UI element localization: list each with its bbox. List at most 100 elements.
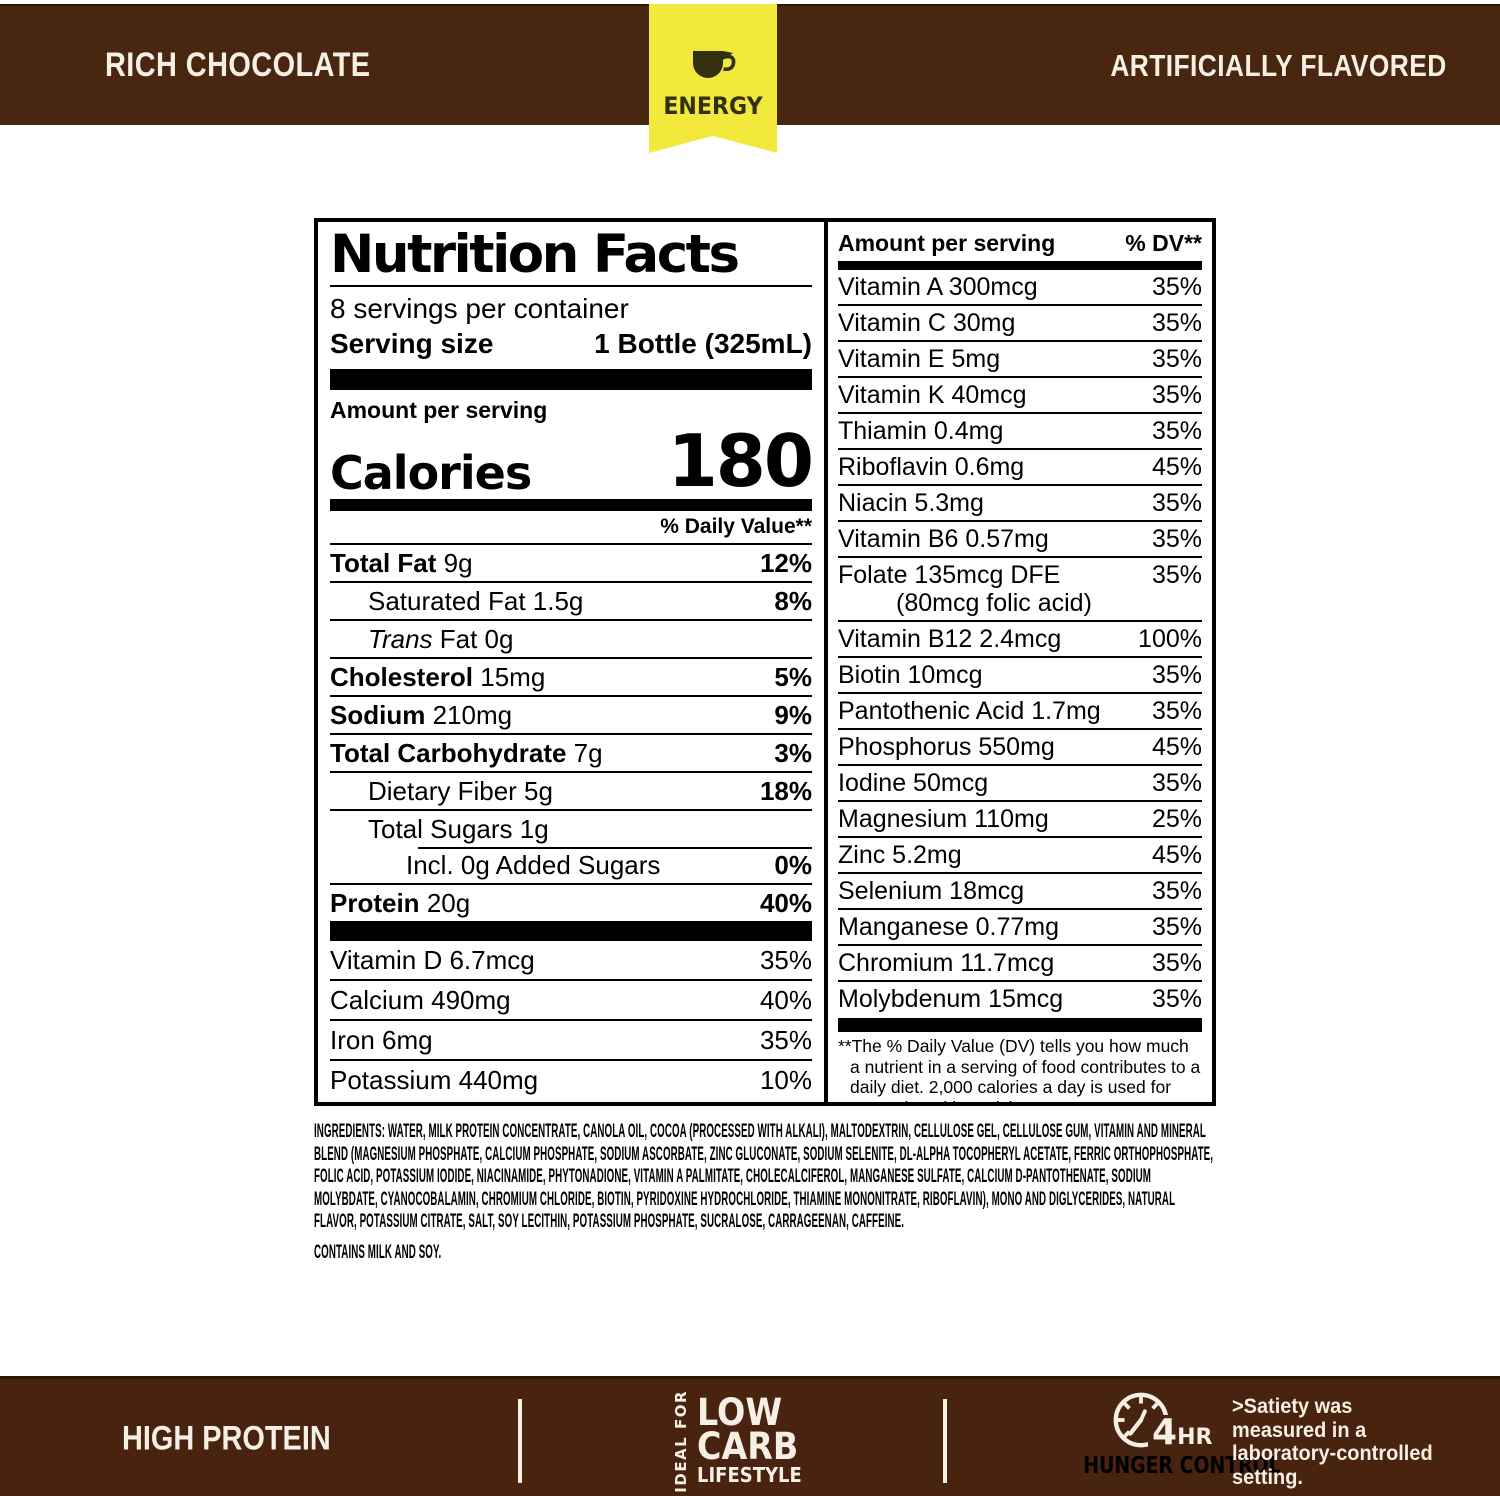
- dv-value: 3%: [774, 737, 812, 768]
- nutrient-row-pantothenic-acid: Pantothenic Acid 1.7mg 35%: [838, 692, 1202, 728]
- nutrient-row-selenium: Selenium 18mcg 35%: [838, 872, 1202, 908]
- nutrient-row-dietary-fiber: Dietary Fiber 5g 18%: [330, 770, 812, 809]
- dv-value: 35%: [759, 944, 812, 975]
- low-carb-claim: IDEAL FOR LOW CARB LIFESTYLE: [672, 1390, 813, 1493]
- energy-ribbon: ENERGY: [649, 4, 777, 153]
- nutrient-row-calcium: Calcium 490mg 40%: [330, 978, 812, 1019]
- nutrient-row-chromium: Chromium 11.7mcg 35%: [838, 944, 1202, 980]
- nutrient-row-biotin: Biotin 10mcg 35%: [838, 656, 1202, 692]
- divider-bar: [330, 369, 812, 391]
- dv-value: 35%: [759, 1024, 812, 1055]
- ingredients-section: INGREDIENTS: WATER, MILK PROTEIN CONCENT…: [314, 1120, 1214, 1263]
- nutrient-row-vitamin-e: Vitamin E 5mg 35%: [838, 340, 1202, 376]
- nutrient-row-trans-fat: Trans Fat 0g: [330, 618, 812, 657]
- daily-value-footnote: **The % Daily Value (DV) tells you how m…: [838, 1036, 1201, 1102]
- coffee-cup-icon: [693, 51, 736, 78]
- amount-per-serving-label: Amount per serving: [838, 230, 1056, 256]
- dv-value: 12%: [759, 547, 812, 578]
- calories-row: Calories 180: [330, 419, 814, 504]
- dv-value: 35%: [1151, 697, 1202, 725]
- nutrient-row-vitamin-a: Vitamin A 300mcg 35%: [838, 273, 1202, 301]
- nutrient-row-vitamin-d: Vitamin D 6.7mcg 35%: [330, 944, 812, 975]
- nutrient-row-total-sugars: Total Sugars 1g: [330, 808, 812, 847]
- hunger-control-claim: 4HR HUNGER CONTROL: [1080, 1387, 1281, 1487]
- nutrient-row-magnesium: Magnesium 110mg 25%: [838, 800, 1202, 836]
- dv-value: 35%: [1151, 309, 1202, 337]
- artificially-flavored-label: ARTIFICIALLY FLAVORED: [1110, 47, 1447, 83]
- folate-note: (80mcg folic acid): [896, 589, 1092, 617]
- dv-value: 35%: [1151, 661, 1202, 689]
- dv-value: 40%: [759, 984, 812, 1015]
- divider-bar: [838, 1018, 1202, 1032]
- dv-value: 18%: [759, 775, 812, 806]
- serving-size-row: Serving size 1 Bottle (325mL): [330, 326, 812, 362]
- nutrient-row-total-carbohydrate: Total Carbohydrate 7g 3%: [330, 732, 812, 771]
- nutrient-row-molybdenum: Molybdenum 15mcg 35%: [838, 980, 1202, 1016]
- flavor-name: RICH CHOCOLATE: [105, 46, 371, 84]
- nutrient-row-vitamin-b12: Vitamin B12 2.4mcg 100%: [838, 620, 1202, 656]
- calories-value: 180: [667, 419, 814, 504]
- nutrient-row-vitamin-b6: Vitamin B6 0.57mg 35%: [838, 520, 1202, 556]
- nutrient-row-iron: Iron 6mg 35%: [330, 1018, 812, 1059]
- dv-value: 25%: [1151, 805, 1202, 833]
- nutrient-row-saturated-fat: Saturated Fat 1.5g 8%: [330, 580, 812, 619]
- dv-value: 5%: [774, 661, 812, 692]
- nutrient-row-riboflavin: Riboflavin 0.6mg 45%: [838, 448, 1202, 484]
- hunger-control-label: HUNGER CONTROL: [1083, 1453, 1281, 1479]
- dv-value: 40%: [759, 887, 812, 918]
- nutrient-row-iodine: Iodine 50mcg 35%: [838, 764, 1202, 800]
- servings-per-container: 8 servings per container: [330, 293, 629, 325]
- divider-bar: [330, 498, 812, 511]
- nutrient-row-vitamin-c: Vitamin C 30mg 35%: [838, 304, 1202, 340]
- dv-value: 35%: [1151, 345, 1202, 373]
- lifestyle-label: LIFESTYLE: [697, 1463, 802, 1488]
- dv-value: 35%: [1151, 913, 1202, 941]
- nutrient-row-folate: Folate 135mcg DFE (80mcg folic acid) 35%: [838, 556, 1202, 620]
- nutrient-row-protein: Protein 20g 40%: [330, 882, 812, 921]
- right-panel-header: Amount per serving % DV**: [838, 224, 1202, 261]
- ideal-for-label: IDEAL FOR: [672, 1390, 690, 1493]
- energy-label: ENERGY: [663, 92, 763, 120]
- dv-value: 35%: [1151, 949, 1202, 977]
- allergen-statement: CONTAINS MILK AND SOY.: [314, 1240, 442, 1263]
- divider: [943, 1399, 947, 1483]
- nutrient-row-zinc: Zinc 5.2mg 45%: [838, 836, 1202, 872]
- daily-value-header: % Daily Value**: [660, 514, 812, 538]
- dv-value: 45%: [1151, 453, 1202, 481]
- serving-size-label: Serving size: [330, 328, 494, 360]
- calories-label: Calories: [330, 445, 532, 500]
- amount-per-serving-label: Amount per serving: [330, 397, 548, 424]
- dv-value: 45%: [1151, 841, 1202, 869]
- dv-value: 10%: [759, 1064, 812, 1095]
- nutrient-row-phosphorus: Phosphorus 550mg 45%: [838, 728, 1202, 764]
- four-hour-label: 4HR: [1148, 1415, 1215, 1451]
- nutrient-row-thiamin: Thiamin 0.4mg 35%: [838, 412, 1202, 448]
- dv-value: 35%: [1151, 769, 1202, 797]
- serving-size-value: 1 Bottle (325mL): [594, 328, 812, 360]
- dv-value: 9%: [774, 699, 812, 730]
- divider-bar: [838, 261, 1202, 270]
- dv-value: 100%: [1138, 625, 1202, 653]
- carb-label: CARB: [697, 1425, 799, 1469]
- divider-bar: [330, 920, 812, 941]
- bottom-banner: HIGH PROTEIN IDEAL FOR LOW CARB LIFESTYL…: [0, 1376, 1500, 1496]
- dv-value: 35%: [1151, 381, 1202, 409]
- nutrient-row-total-fat: Total Fat 9g 12%: [330, 542, 812, 581]
- nutrient-row-cholesterol: Cholesterol 15mg 5%: [330, 656, 812, 695]
- satiety-disclaimer: >Satiety was measured in a laboratory-co…: [1232, 1395, 1433, 1489]
- nutrition-facts-title: Nutrition Facts: [330, 226, 812, 288]
- dv-value: 35%: [1151, 273, 1202, 301]
- nutrient-row-added-sugars: Incl. 0g Added Sugars 0%: [330, 846, 812, 883]
- nutrient-row-sodium: Sodium 210mg 9%: [330, 694, 812, 733]
- nutrient-row-potassium: Potassium 440mg 10%: [330, 1058, 812, 1099]
- dv-value: 35%: [1151, 985, 1202, 1013]
- dv-value: 8%: [774, 585, 812, 616]
- nutrient-row-niacin: Niacin 5.3mg 35%: [838, 484, 1202, 520]
- micronutrients-panel: Amount per serving % DV** Vitamin A 300m…: [824, 218, 1216, 1106]
- ingredients-text: INGREDIENTS: WATER, MILK PROTEIN CONCENT…: [314, 1120, 1214, 1232]
- nutrient-row-vitamin-k: Vitamin K 40mcg 35%: [838, 376, 1202, 412]
- high-protein-claim: HIGH PROTEIN: [122, 1419, 331, 1458]
- dv-value: 45%: [1151, 733, 1202, 761]
- dv-value: 35%: [1151, 561, 1202, 589]
